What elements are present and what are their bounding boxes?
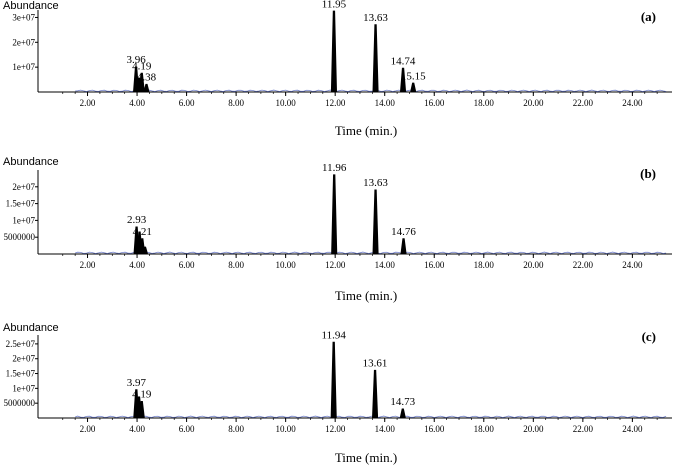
x-tick-label: 8.00 xyxy=(228,424,244,434)
x-tick-label: 8.00 xyxy=(228,98,244,108)
peak xyxy=(331,174,338,255)
y-tick-label: 2e+07 xyxy=(12,37,35,47)
peak-label: 4.19 xyxy=(132,60,152,72)
panel-label: (a) xyxy=(641,9,656,24)
y-tick-label: 1.5e+07 xyxy=(6,369,36,379)
x-tick-label: 12.00 xyxy=(325,424,346,434)
peak xyxy=(400,238,407,255)
x-tick-label: 12.00 xyxy=(325,98,346,108)
y-tick-label: 2e+07 xyxy=(12,182,35,192)
x-axis-title: Time (min.) xyxy=(335,123,397,138)
y-tick-label: 1e+07 xyxy=(12,383,35,393)
peak xyxy=(372,369,379,419)
peak-label: 11.94 xyxy=(322,329,347,341)
peak-label: 3.96 xyxy=(126,54,146,66)
panel-label: (b) xyxy=(640,166,656,181)
x-tick-label: 22.00 xyxy=(573,98,594,108)
x-tick-label: 18.00 xyxy=(474,98,495,108)
peak xyxy=(330,341,337,419)
x-tick-label: 8.00 xyxy=(228,260,244,270)
peak xyxy=(372,189,379,255)
y-tick-label: 3e+07 xyxy=(12,12,35,22)
x-tick-label: 14.00 xyxy=(375,260,396,270)
y-axis-title: Abundance xyxy=(3,0,59,12)
peak-label: 2.93 xyxy=(127,214,147,226)
x-tick-label: 2.00 xyxy=(80,98,96,108)
peak-label: 13.63 xyxy=(363,12,388,24)
peak xyxy=(330,10,337,93)
x-tick-label: 16.00 xyxy=(424,260,445,270)
peak-label: 13.63 xyxy=(363,177,388,189)
baseline-trace xyxy=(75,251,667,254)
y-axis-title: Abundance xyxy=(3,322,59,334)
y-tick-label: 1e+07 xyxy=(12,62,35,72)
x-tick-label: 6.00 xyxy=(179,98,195,108)
peak xyxy=(143,83,150,93)
baseline-trace xyxy=(75,415,667,418)
x-tick-label: 4.00 xyxy=(129,424,145,434)
y-axis-title: Abundance xyxy=(3,156,59,168)
x-tick-label: 6.00 xyxy=(179,424,195,434)
peak-label: 4.21 xyxy=(133,226,152,238)
peak-label: 11.96 xyxy=(322,162,347,174)
x-tick-label: 20.00 xyxy=(523,98,544,108)
y-tick-label: 1.5e+07 xyxy=(6,199,36,209)
peak xyxy=(138,72,145,93)
peak-label: 14.73 xyxy=(390,396,415,408)
x-tick-label: 16.00 xyxy=(424,424,445,434)
peak-label: 4.38 xyxy=(137,72,157,84)
peak xyxy=(399,67,407,93)
x-tick-label: 6.00 xyxy=(179,260,195,270)
peak xyxy=(141,246,149,255)
x-tick-label: 16.00 xyxy=(424,98,445,108)
x-tick-label: 22.00 xyxy=(573,424,594,434)
peak xyxy=(399,408,406,419)
peak xyxy=(138,401,145,419)
x-tick-label: 18.00 xyxy=(474,260,495,270)
x-tick-label: 2.00 xyxy=(80,424,96,434)
x-axis-title: Time (min.) xyxy=(335,288,397,303)
x-tick-label: 4.00 xyxy=(129,98,145,108)
y-tick-label: 5000000 xyxy=(4,232,36,242)
x-tick-label: 24.00 xyxy=(622,260,643,270)
x-tick-label: 12.00 xyxy=(325,260,346,270)
x-tick-label: 24.00 xyxy=(622,98,643,108)
peak-label: 15.15 xyxy=(401,70,426,82)
peak-label: 4.19 xyxy=(132,389,152,401)
y-tick-label: 2e+07 xyxy=(12,354,35,364)
x-tick-label: 18.00 xyxy=(474,424,495,434)
peak-label: 13.61 xyxy=(363,358,388,370)
x-tick-label: 20.00 xyxy=(523,260,544,270)
peak-label: 14.74 xyxy=(391,55,416,67)
x-tick-label: 2.00 xyxy=(80,260,96,270)
y-tick-label: 1e+07 xyxy=(12,215,35,225)
x-tick-label: 22.00 xyxy=(573,260,594,270)
peak xyxy=(410,82,417,93)
x-tick-label: 20.00 xyxy=(523,424,544,434)
x-tick-label: 4.00 xyxy=(129,260,145,270)
x-tick-label: 10.00 xyxy=(276,424,297,434)
peak-label: 14.76 xyxy=(391,226,416,238)
y-tick-label: 5000000 xyxy=(4,398,36,408)
x-tick-label: 24.00 xyxy=(622,424,643,434)
x-tick-label: 14.00 xyxy=(375,424,396,434)
peak xyxy=(372,24,379,93)
x-axis-title: Time (min.) xyxy=(335,450,397,465)
peak-label: 11.95 xyxy=(322,0,347,10)
x-tick-label: 10.00 xyxy=(276,98,297,108)
baseline-trace xyxy=(75,89,667,92)
x-tick-label: 10.00 xyxy=(276,260,297,270)
x-tick-label: 14.00 xyxy=(375,98,396,108)
panel-label: (c) xyxy=(642,329,656,344)
y-tick-label: 2.5e+07 xyxy=(6,339,36,349)
peak-label: 3.97 xyxy=(127,377,147,389)
